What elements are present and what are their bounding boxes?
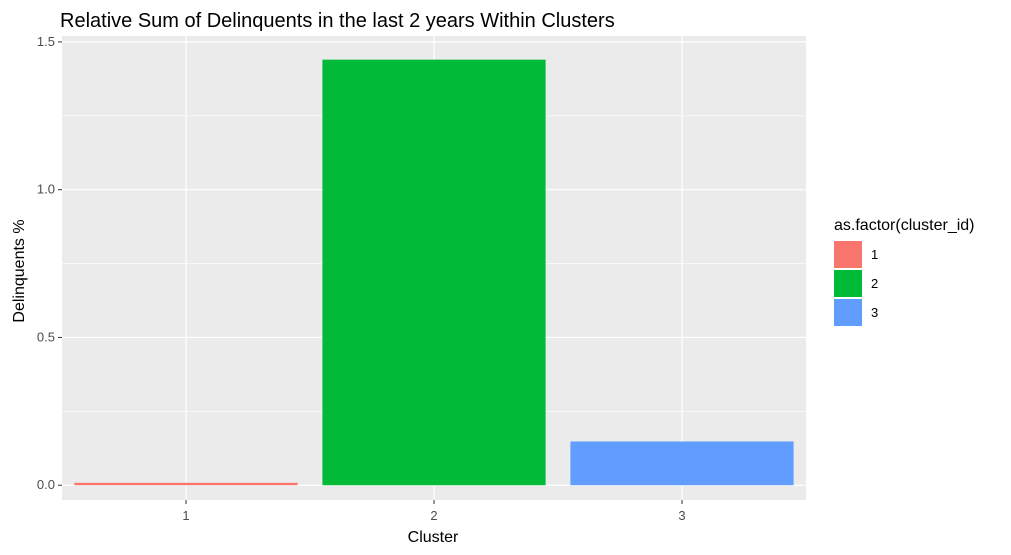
y-tick-label: 0.0	[37, 477, 55, 492]
x-tick-label: 1	[182, 508, 189, 523]
bars	[74, 59, 794, 486]
legend-key-1	[834, 241, 862, 268]
legend-label-1: 1	[871, 247, 878, 262]
y-tick-label: 0.5	[37, 329, 55, 344]
y-tick-label: 1.0	[37, 182, 55, 197]
x-tick-label: 3	[678, 508, 685, 523]
legend-key-3	[834, 299, 862, 326]
legend-title: as.factor(cluster_id)	[834, 217, 975, 234]
legend-key-2	[834, 270, 862, 297]
legend-label-3: 3	[871, 305, 878, 320]
y-tick-label: 1.5	[37, 34, 55, 49]
y-axis-ticks: 0.0 0.5 1.0 1.5	[37, 34, 62, 492]
x-axis-title: Cluster	[408, 529, 459, 546]
chart-title: Relative Sum of Delinquents in the last …	[60, 10, 615, 32]
bar-cluster-1	[74, 482, 298, 486]
x-tick-label: 2	[430, 508, 437, 523]
y-axis-title: Delinquents %	[11, 219, 28, 322]
x-axis-ticks: 1 2 3	[182, 500, 686, 523]
legend: as.factor(cluster_id) 1 2 3	[834, 217, 975, 326]
bar-cluster-3	[570, 441, 794, 486]
bar-cluster-2	[322, 59, 546, 486]
legend-label-2: 2	[871, 276, 878, 291]
